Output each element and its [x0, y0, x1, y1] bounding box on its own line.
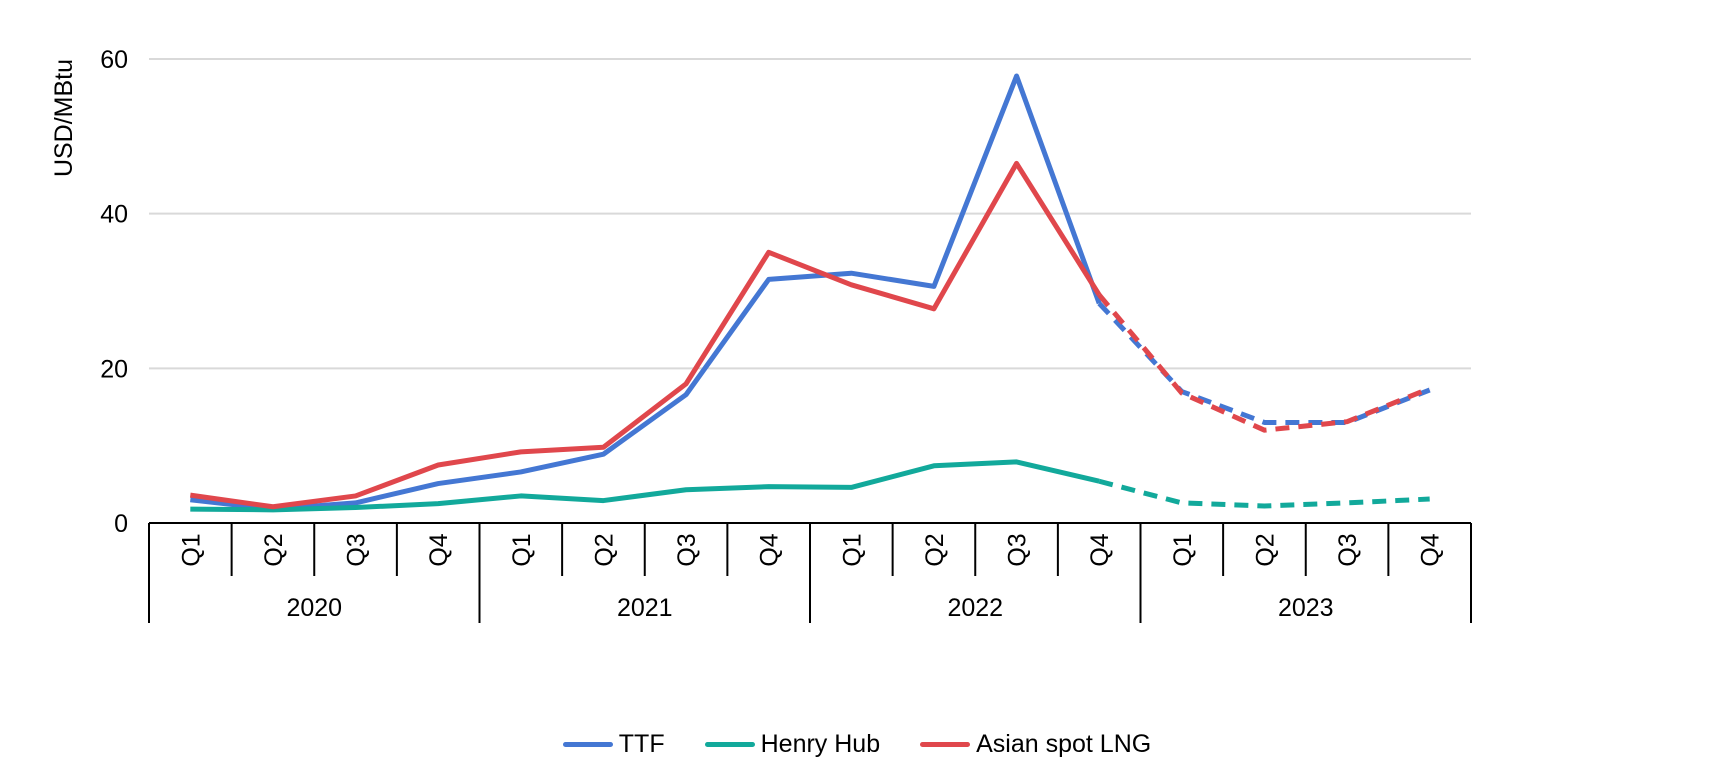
x-tick-label-year: 2020 — [286, 594, 342, 622]
y-tick-label: 60 — [100, 46, 128, 74]
y-tick-label: 40 — [100, 201, 128, 229]
y-tick-label: 0 — [114, 510, 128, 538]
legend: TTF Henry Hub Asian spot LNG — [0, 722, 1714, 766]
x-tick-label-quarter: Q3 — [1004, 533, 1032, 566]
x-tick-label-quarter: Q1 — [508, 533, 536, 566]
legend-item-henry-hub: Henry Hub — [704, 729, 881, 759]
legend-label-ttf: TTF — [618, 729, 665, 758]
x-tick-label-quarter: Q1 — [177, 533, 205, 566]
x-tick-label-quarter: Q2 — [1251, 533, 1279, 566]
legend-item-ttf: TTF — [562, 729, 665, 759]
x-tick-label-quarter: Q4 — [425, 533, 453, 566]
legend-swatch-asian-spot-lng — [920, 741, 971, 747]
series-forecast-line-henry-hub — [1098, 478, 1430, 509]
x-tick-label-year: 2023 — [1278, 594, 1334, 622]
x-tick-label-quarter: Q1 — [838, 533, 866, 566]
x-tick-label-quarter: Q2 — [260, 533, 288, 566]
gridlines — [149, 58, 1471, 370]
y-tick-label: 20 — [100, 355, 128, 383]
x-axis: Q1 Q2 Q3 Q4 Q1 Q2 Q3 Q4 Q1 Q2 Q3 Q4 Q1 Q2 Q3 Q4 2020 2021… — [148, 522, 1472, 623]
x-tick-label-quarter: Q2 — [590, 533, 618, 566]
x-tick-label-quarter: Q4 — [1417, 533, 1445, 566]
x-tick-label-quarter: Q4 — [1086, 533, 1114, 566]
x-tick-label-quarter: Q4 — [756, 533, 784, 566]
x-tick-label-quarter: Q3 — [673, 533, 701, 566]
y-axis-title: USD/MBtu — [50, 59, 78, 177]
legend-label-asian-spot-lng: Asian spot LNG — [976, 729, 1152, 758]
legend-label-henry-hub: Henry Hub — [760, 729, 881, 758]
series-forecast-line-asian-spot-lng — [1097, 293, 1431, 433]
series-lines — [189, 73, 1431, 513]
series-forecast-line-ttf — [1097, 301, 1431, 425]
x-tick-label-quarter: Q1 — [1169, 533, 1197, 566]
x-tick-label-quarter: Q2 — [921, 533, 949, 566]
x-tick-label-year: 2022 — [947, 594, 1003, 622]
series-line-henry-hub — [190, 459, 1100, 513]
x-tick-label-quarter: Q3 — [1334, 533, 1362, 566]
x-tick-label-quarter: Q3 — [343, 533, 371, 566]
legend-swatch-henry-hub — [704, 741, 755, 747]
legend-swatch-ttf — [562, 741, 613, 747]
y-axis-ticks: 0 20 40 60 — [100, 46, 128, 538]
legend-item-asian-spot-lng: Asian spot LNG — [920, 730, 1151, 759]
series-line-asian-spot-lng — [189, 160, 1102, 510]
series-line-ttf — [190, 73, 1102, 512]
x-tick-label-year: 2021 — [617, 594, 673, 622]
